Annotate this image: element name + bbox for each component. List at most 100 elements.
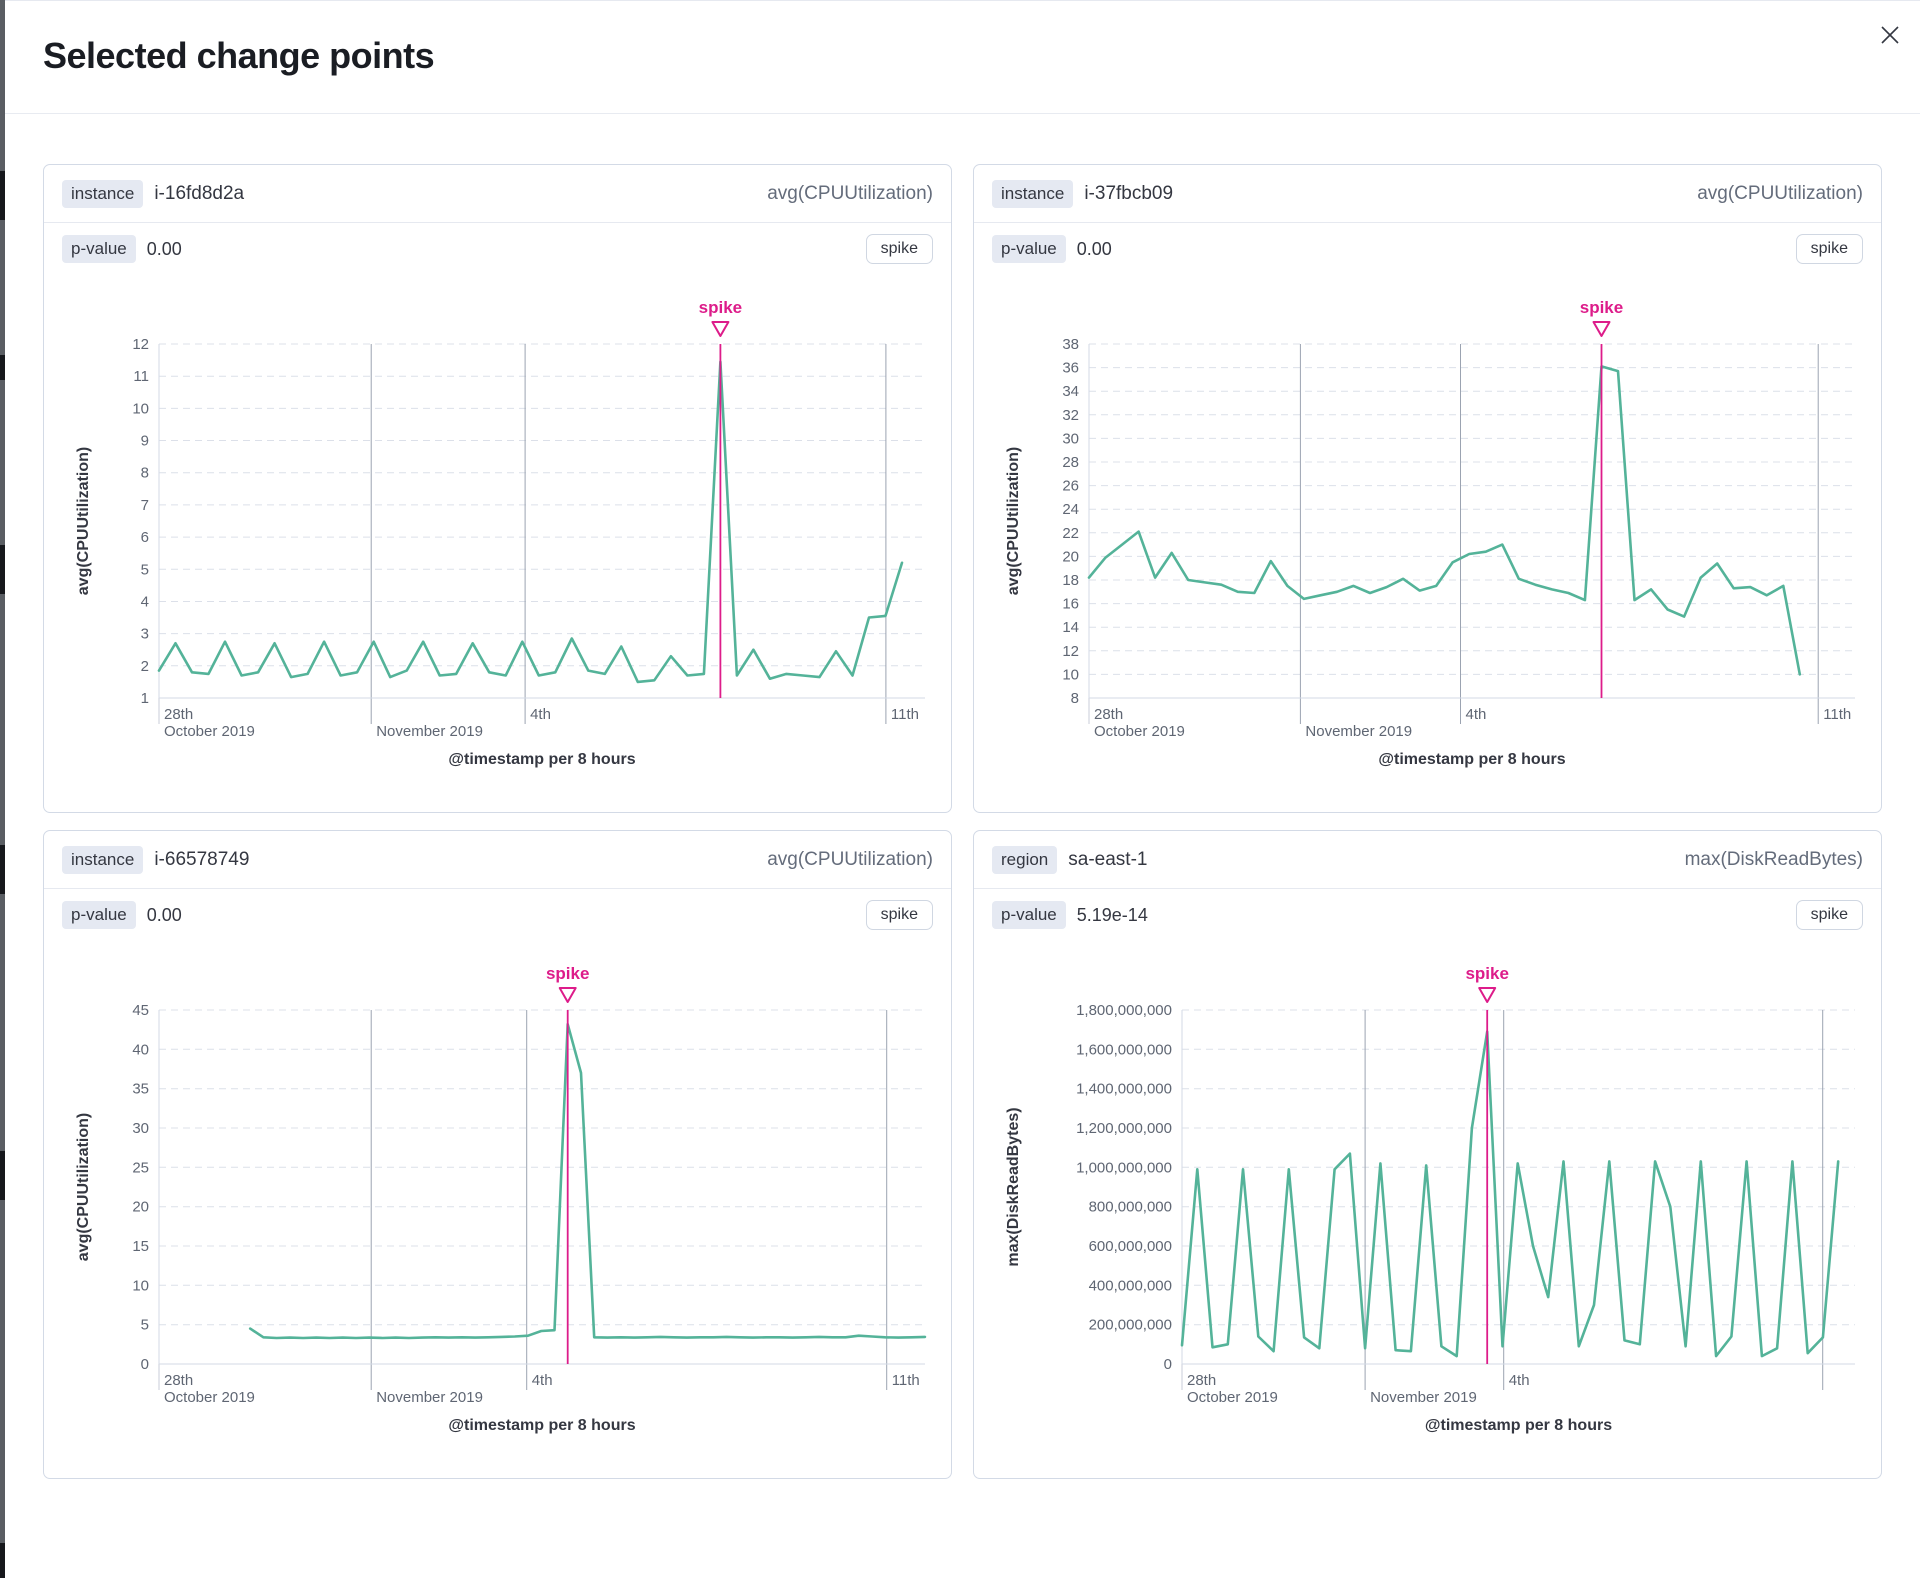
svg-text:1,600,000,000: 1,600,000,000 [1076,1041,1172,1058]
svg-text:0: 0 [1164,1356,1172,1373]
svg-text:October 2019: October 2019 [1094,723,1185,740]
svg-text:11th: 11th [1823,706,1851,723]
svg-text:4: 4 [141,594,149,611]
change-point-grid: instance i-16fd8d2a avg(CPUUtilization) … [43,164,1882,1479]
p-value: 0.00 [146,904,182,925]
svg-text:spike: spike [1580,298,1623,317]
svg-text:35: 35 [132,1081,149,1098]
change-point-chart: 0 5 10 15 20 25 30 35 40 45 28th October 2019 Novemb… [44,941,951,1446]
change-point-chart: 1 2 3 4 5 6 7 8 9 10 11 12 28th October 2019 November … [44,275,951,780]
svg-text:25: 25 [132,1159,149,1176]
background-app-edge [0,0,5,1578]
split-field-value: i-16fd8d2a [154,182,245,204]
svg-text:October 2019: October 2019 [1187,1389,1278,1406]
svg-text:20: 20 [1062,548,1079,565]
split-field-badge: instance [992,179,1074,208]
change-point-panel: instance i-66578749 avg(CPUUtilization) … [43,830,952,1479]
svg-text:5: 5 [141,1317,149,1334]
page-title: Selected change points [43,35,435,76]
split-field-value: i-37fbcb09 [1084,182,1174,204]
split-field-badge: instance [62,179,144,208]
metric-label: avg(CPUUtilization) [1697,182,1863,204]
svg-text:November 2019: November 2019 [1370,1389,1477,1406]
change-type-button[interactable]: spike [865,234,933,264]
svg-text:8: 8 [1071,690,1079,707]
p-value: 0.00 [1076,238,1112,259]
svg-text:28th: 28th [1187,1372,1216,1389]
svg-text:@timestamp per 8 hours: @timestamp per 8 hours [1378,751,1565,768]
svg-text:18: 18 [1062,572,1079,589]
svg-text:1,000,000,000: 1,000,000,000 [1076,1159,1172,1176]
svg-text:11: 11 [133,368,149,385]
panel-header: instance i-16fd8d2a avg(CPUUtilization) [44,165,951,223]
panel-subheader: p-value 0.00 spike [44,223,951,275]
metric-label: avg(CPUUtilization) [767,848,933,870]
svg-text:2: 2 [141,658,149,675]
panel-subheader: p-value 0.00 spike [974,223,1881,275]
svg-text:11th: 11th [892,1372,920,1389]
metric-label: avg(CPUUtilization) [767,182,933,204]
svg-text:10: 10 [132,400,149,417]
svg-text:34: 34 [1062,383,1079,400]
svg-text:28: 28 [1062,454,1079,471]
svg-text:7: 7 [141,497,149,514]
svg-text:28th: 28th [164,1372,193,1389]
p-value: 0.00 [146,238,182,259]
svg-text:10: 10 [132,1277,149,1294]
change-type-button[interactable]: spike [1795,900,1863,930]
svg-text:November 2019: November 2019 [376,1389,483,1406]
svg-text:4th: 4th [532,1372,553,1389]
svg-text:3: 3 [141,626,149,643]
p-value-badge: p-value [992,901,1066,929]
change-point-chart: 8 10 12 14 16 18 20 22 24 26 28 30 32 34 36 38 28th Octob… [974,275,1881,780]
change-type-button[interactable]: spike [865,900,933,930]
svg-text:12: 12 [1062,643,1079,660]
svg-text:30: 30 [1062,430,1079,447]
svg-text:November 2019: November 2019 [1305,723,1412,740]
change-type-button[interactable]: spike [1795,234,1863,264]
change-point-panel: instance i-37fbcb09 avg(CPUUtilization) … [973,164,1882,813]
svg-text:200,000,000: 200,000,000 [1089,1317,1172,1334]
svg-text:800,000,000: 800,000,000 [1089,1199,1172,1216]
svg-text:12: 12 [132,336,149,353]
svg-text:@timestamp per 8 hours: @timestamp per 8 hours [448,1417,635,1434]
svg-text:38: 38 [1062,336,1079,353]
svg-text:spike: spike [699,298,742,317]
svg-text:26: 26 [1062,478,1079,495]
svg-text:24: 24 [1062,501,1079,518]
svg-text:36: 36 [1062,360,1079,377]
svg-text:400,000,000: 400,000,000 [1089,1277,1172,1294]
svg-text:1,800,000,000: 1,800,000,000 [1076,1002,1172,1019]
svg-text:spike: spike [546,964,589,983]
svg-text:28th: 28th [1094,706,1123,723]
chart-svg: 0 200,000,000 400,000,000 600,000,000 800,00… [1005,964,1855,1434]
svg-text:9: 9 [141,433,149,450]
svg-text:November 2019: November 2019 [376,723,483,740]
svg-text:15: 15 [132,1238,149,1255]
close-icon[interactable] [1876,21,1904,49]
svg-text:1: 1 [141,690,149,707]
panel-subheader: p-value 0.00 spike [44,889,951,941]
split-field-value: i-66578749 [154,848,250,870]
change-point-panel: instance i-16fd8d2a avg(CPUUtilization) … [43,164,952,813]
svg-text:spike: spike [1465,964,1508,983]
panel-header: instance i-37fbcb09 avg(CPUUtilization) [974,165,1881,223]
svg-text:4th: 4th [1466,706,1487,723]
split-field-badge: instance [62,845,144,874]
change-points-flyout: Selected change points instance i-16fd8d… [5,0,1920,1578]
svg-text:600,000,000: 600,000,000 [1089,1238,1172,1255]
svg-text:@timestamp per 8 hours: @timestamp per 8 hours [1425,1417,1612,1434]
svg-text:40: 40 [132,1041,149,1058]
svg-text:10: 10 [1062,666,1079,683]
panel-header: region sa-east-1 max(DiskReadBytes) [974,831,1881,889]
svg-text:30: 30 [132,1120,149,1137]
panel-header: instance i-66578749 avg(CPUUtilization) [44,831,951,889]
p-value-badge: p-value [62,235,136,263]
svg-text:4th: 4th [530,706,551,723]
svg-text:max(DiskReadBytes): max(DiskReadBytes) [1005,1107,1022,1266]
svg-text:4th: 4th [1509,1372,1530,1389]
svg-text:avg(CPUUtilization): avg(CPUUtilization) [75,447,92,595]
change-point-chart: 0 200,000,000 400,000,000 600,000,000 800,00… [974,941,1881,1446]
